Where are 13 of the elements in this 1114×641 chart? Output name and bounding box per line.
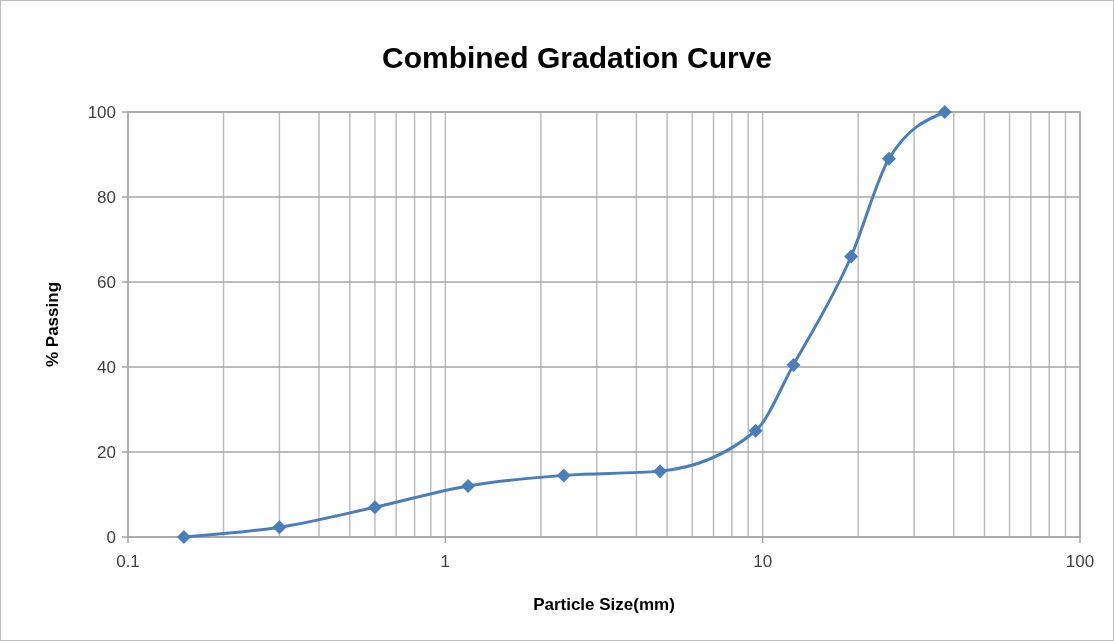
x-axis-title: Particle Size(mm) (533, 595, 675, 614)
y-tick-label: 100 (87, 103, 116, 122)
x-tick-label: 100 (1065, 552, 1095, 571)
x-tick-label: 1 (440, 552, 451, 571)
y-tick-label: 40 (97, 358, 116, 377)
y-axis-title: % Passing (43, 281, 62, 368)
y-tick-label: 80 (97, 188, 116, 207)
x-tick-label: 10 (753, 552, 773, 571)
y-tick-label: 60 (97, 273, 116, 292)
chart-title: Combined Gradation Curve (381, 41, 773, 74)
x-tick-label: 0.1 (116, 552, 140, 571)
y-tick-label: 0 (106, 528, 116, 547)
y-tick-label: 20 (97, 443, 116, 462)
